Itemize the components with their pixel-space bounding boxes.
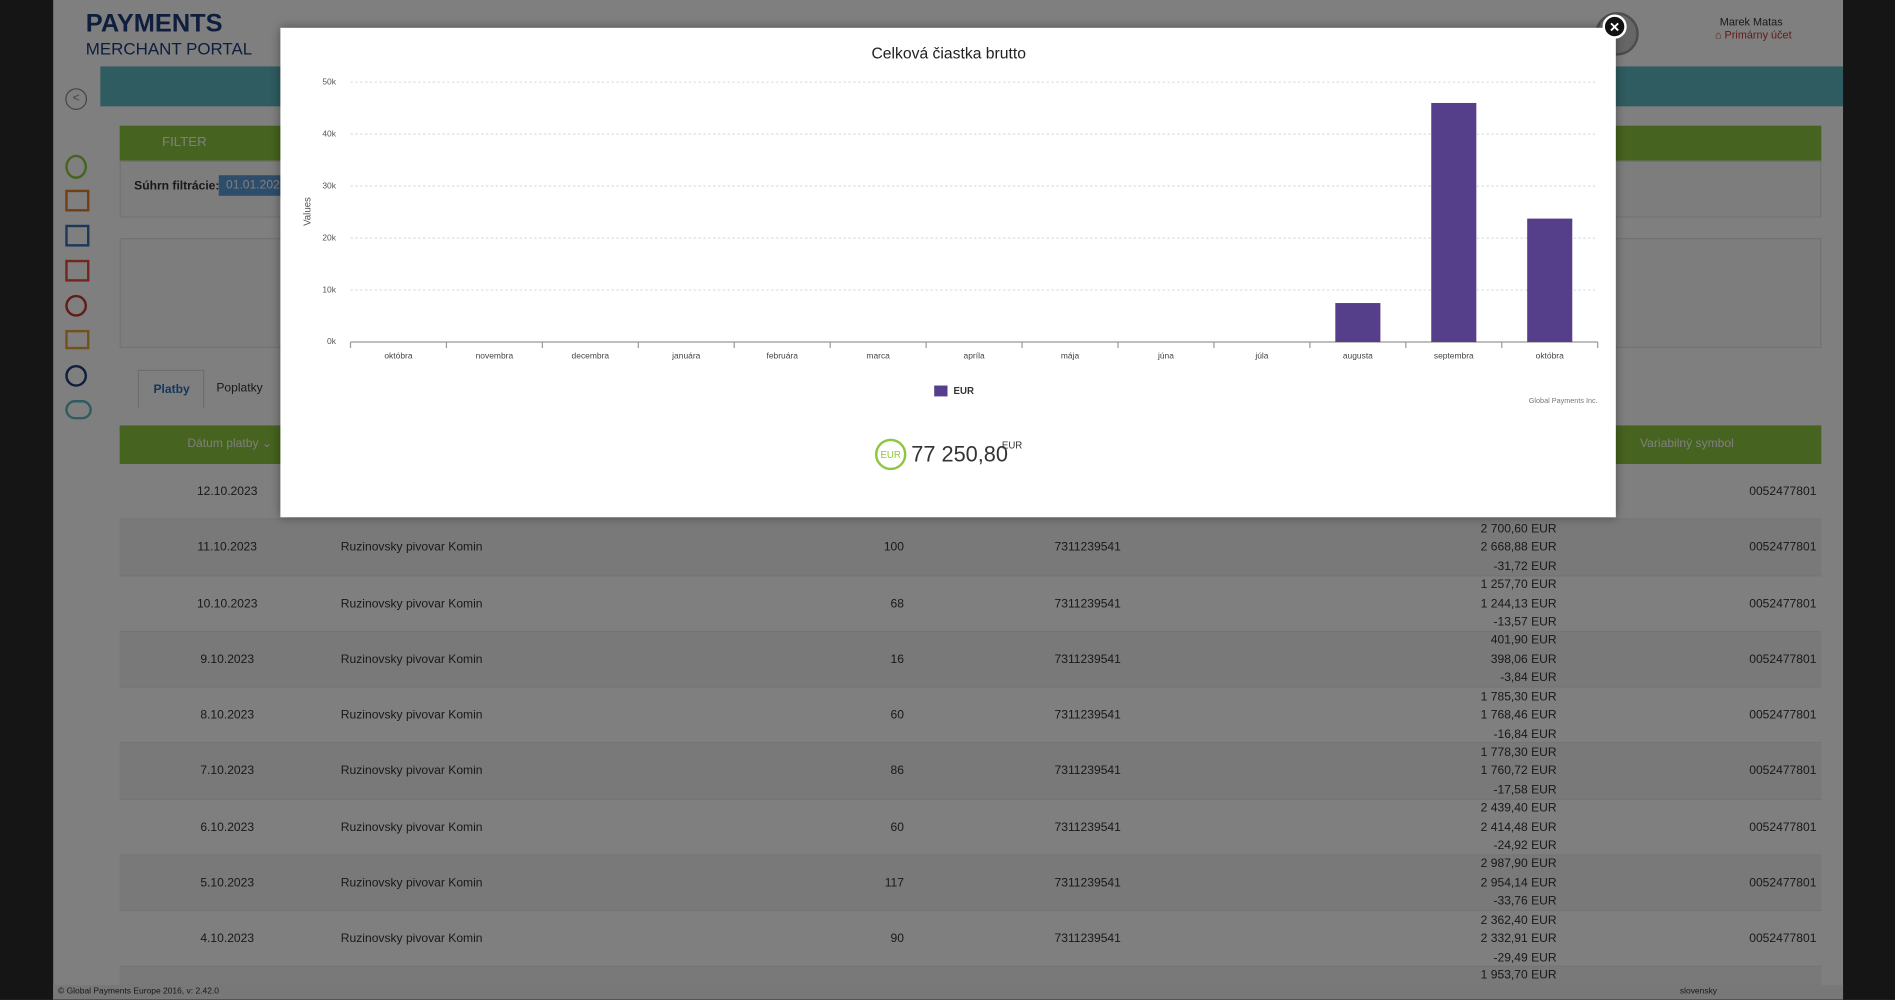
- chart: Celková čiastka brutto Values Global Pay…: [303, 46, 1599, 471]
- currency-badge: [874, 438, 907, 471]
- x-tick-label: marca: [866, 351, 890, 361]
- x-tick-label: októbra: [384, 351, 412, 361]
- chart-modal: Celková čiastka brutto Values Global Pay…: [280, 27, 1616, 518]
- bar: [1431, 102, 1477, 343]
- legend-swatch: [934, 385, 948, 397]
- legend-label: EUR: [954, 386, 974, 397]
- x-tick-label: januára: [671, 351, 700, 361]
- total-currency: EUR: [1002, 441, 1022, 452]
- x-tick-label: júna: [1157, 351, 1174, 361]
- x-tick-label: októbra: [1536, 351, 1564, 361]
- total-amount: 77 250,80: [911, 441, 1008, 466]
- y-tick-label: 30k: [322, 180, 336, 190]
- x-tick-label: februára: [766, 351, 798, 361]
- currency-badge-text: EUR: [881, 450, 901, 461]
- x-tick-label: mája: [1061, 351, 1080, 361]
- x-tick-label: augusta: [1343, 351, 1373, 361]
- x-tick-label: apríla: [964, 351, 985, 361]
- y-tick-label: 50k: [322, 76, 336, 86]
- x-tick-label: septembra: [1434, 351, 1474, 361]
- y-tick-label: 20k: [322, 232, 336, 242]
- close-button[interactable]: ×: [1602, 14, 1627, 39]
- x-tick-label: novembra: [476, 351, 514, 361]
- y-tick-label: 0k: [327, 336, 337, 346]
- x-tick-label: decembra: [572, 351, 610, 361]
- y-tick-label: 40k: [322, 128, 336, 138]
- x-tick-label: júla: [1254, 351, 1268, 361]
- chart-title: Celková čiastka brutto: [871, 46, 1026, 63]
- bar: [1527, 218, 1573, 343]
- y-axis-label: Values: [303, 197, 314, 226]
- y-tick-label: 10k: [322, 284, 336, 294]
- bar: [1335, 303, 1381, 343]
- chart-credit: Global Payments Inc.: [1529, 396, 1598, 405]
